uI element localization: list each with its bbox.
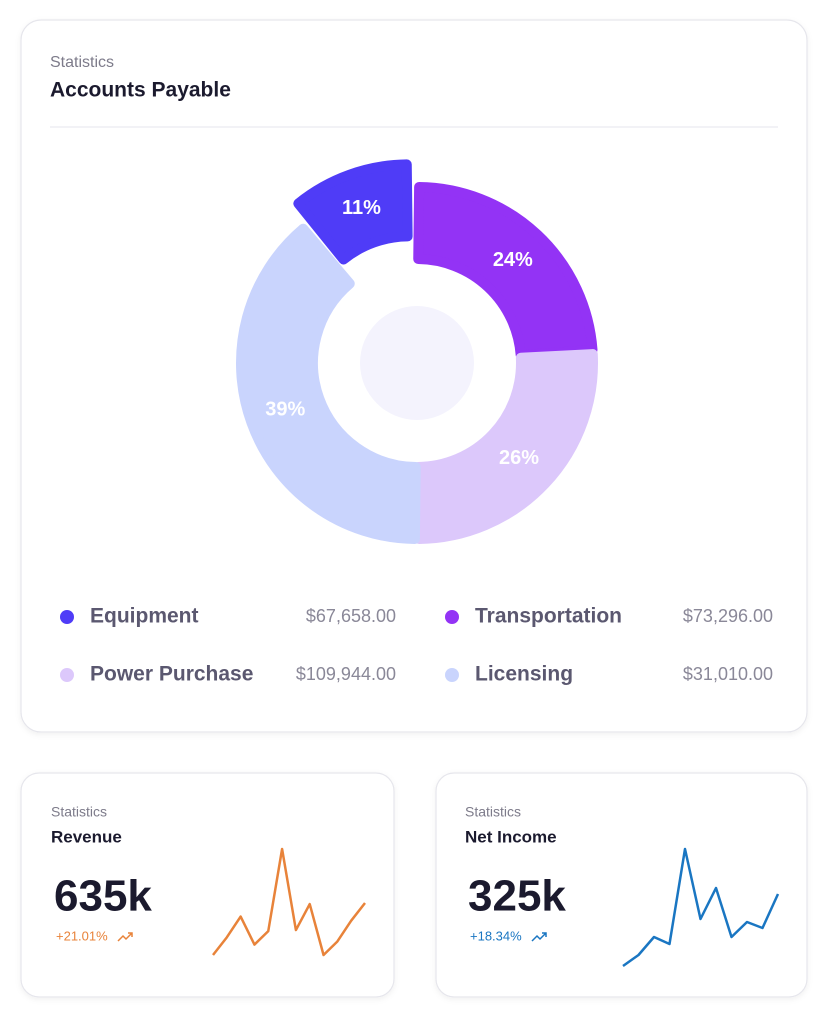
segment-label: 26% — [499, 447, 539, 469]
card-subtitle: Statistics — [51, 804, 107, 820]
segment-label: 24% — [493, 249, 533, 271]
legend-dot — [445, 668, 459, 682]
card — [435, 772, 808, 998]
segment-label: 39% — [265, 399, 305, 421]
card-subtitle: Statistics — [465, 804, 521, 820]
kpi-change: +21.01% — [56, 928, 108, 943]
legend-label: Licensing — [475, 663, 573, 686]
donut-segment — [236, 223, 421, 544]
card-title: Revenue — [51, 827, 122, 846]
card-title: Net Income — [465, 827, 557, 846]
kpi-value: 325k — [468, 872, 566, 921]
legend-amount: $67,658.00 — [306, 606, 396, 626]
trend-icon — [117, 932, 133, 942]
trend-icon — [531, 932, 547, 942]
donut-segment — [293, 159, 413, 265]
legend-dot — [60, 610, 74, 624]
segment-label: 11% — [342, 197, 381, 219]
donut-center — [360, 306, 474, 420]
legend-dot — [445, 610, 459, 624]
donut-segment — [413, 182, 598, 361]
card-subtitle: Statistics — [50, 54, 114, 71]
kpi-change: +18.34% — [470, 928, 522, 943]
legend-label: Transportation — [475, 605, 622, 628]
donut-segment — [413, 349, 598, 544]
kpi-value: 635k — [54, 872, 152, 921]
card-title: Accounts Payable — [50, 79, 231, 102]
sparkline — [622, 847, 780, 968]
legend-dot — [60, 668, 74, 682]
sparkline — [212, 847, 366, 957]
legend-label: Equipment — [90, 605, 199, 628]
legend-label: Power Purchase — [90, 663, 253, 686]
card — [20, 772, 395, 998]
legend-amount: $31,010.00 — [683, 664, 773, 684]
legend-amount: $73,296.00 — [683, 606, 773, 626]
legend-amount: $109,944.00 — [296, 664, 396, 684]
